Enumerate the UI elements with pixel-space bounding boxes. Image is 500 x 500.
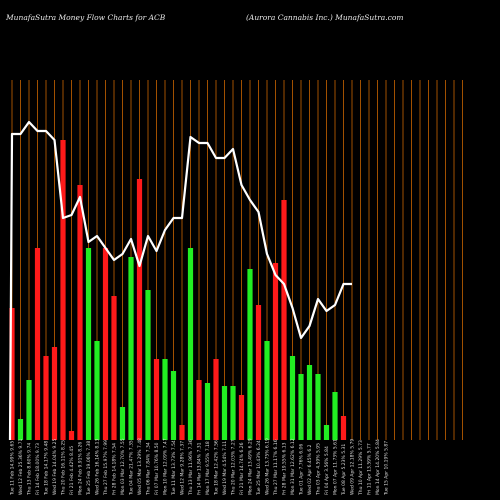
- x-tick-label: Fri 07 Mar 10.76% 8.50: [154, 442, 160, 495]
- bar-up: [332, 392, 338, 440]
- x-tick-label: Thu 20 Feb 16.11% 8.25: [61, 440, 67, 496]
- x-tick-label: Thu 20 Mar 12.03% 7.27: [231, 439, 237, 496]
- x-tick-label: Tue 25 Mar 10.43% 6.24: [256, 440, 262, 496]
- x-tick-label: Fri 21 Mar 14.74% 6.26: [239, 442, 245, 495]
- bar-up: [17, 419, 24, 440]
- x-tick-label: Tue 18 Mar 12.42% 7.56: [214, 440, 220, 496]
- bar-up: [26, 380, 32, 440]
- bar-down: [255, 305, 262, 440]
- bar-down: [102, 248, 109, 440]
- bar-down: [77, 185, 83, 440]
- bar-up: [204, 383, 211, 440]
- bar-down: [68, 431, 75, 440]
- x-tick-label: Wed 19 Mar 4.54% 7.11: [222, 441, 228, 495]
- x-tick-label: Tue 11 Feb 14.99% 9.65: [10, 441, 16, 496]
- x-tick-label: Mon 17 Mar 9.55% 7.18: [205, 441, 211, 495]
- price-line-layer: [8, 120, 352, 441]
- x-tick-label: Fri 14 Mar 13.84% 7.31: [197, 442, 203, 495]
- x-tick-label: Wed 26 Feb 16.14% 8.13: [95, 438, 101, 495]
- x-tick-label: Mon 31 Mar 12.62% 6.12: [290, 438, 296, 495]
- bar-up: [247, 269, 253, 440]
- bar-up: [221, 386, 228, 440]
- x-tick-label: Tue 18 Feb 14.17% 9.48: [44, 441, 50, 496]
- x-tick-label: Tue 25 Feb 19.06% 7.38: [86, 441, 92, 496]
- x-tick-label: Mon 03 Mar 12.70% 7.55: [120, 438, 126, 495]
- bar-down: [281, 200, 287, 440]
- bar-up: [264, 341, 270, 440]
- bar-down: [196, 380, 202, 440]
- bar-down: [60, 140, 66, 440]
- bar-down: [213, 359, 219, 440]
- x-tick-label: Mon 07 Apr 11.73% 5.61: [333, 439, 339, 495]
- x-tick-label: Wed 05 Mar 13.29% 7.48: [137, 438, 143, 495]
- bar-up: [306, 365, 313, 440]
- x-tick-label: Wed 19 Feb 14.04% 9.25: [52, 438, 58, 495]
- x-tick-label: Thu 13 Feb 8.60% 9.74: [27, 443, 33, 496]
- bar-up: [94, 341, 100, 440]
- x-tick-label: Fri 28 Feb 14.18% 7.54: [112, 443, 118, 495]
- x-tick-label: Tue 01 Apr 7.76% 6.06: [299, 444, 305, 496]
- price-line: [8, 120, 352, 441]
- x-tick-label: Tue 08 Apr 5.23% 5.31: [341, 444, 347, 496]
- x-tick-label: Thu 03 Apr 4.59% 5.95: [316, 443, 322, 496]
- bar-down: [238, 395, 245, 440]
- bar-up: [145, 290, 151, 440]
- bar-down: [111, 296, 117, 440]
- x-tick-label: Tue 04 Mar 21.47% 7.35: [129, 440, 135, 496]
- x-tick-label: Wed 12 Feb 25.36% 9.71: [18, 438, 24, 495]
- x-tick-label: Fri 04 Apr 3.56% 5.84: [324, 446, 330, 495]
- x-tick-label: Thu 13 Mar 11.96% 7.36: [188, 439, 194, 496]
- x-tick-label: Mon 10 Mar 12.09% 7.47: [163, 438, 169, 495]
- x-tick-label: Mon 24 Feb 9.91% 8.26: [78, 442, 84, 495]
- bar-up: [85, 248, 92, 440]
- bar-up: [230, 386, 236, 440]
- bar-up: [119, 407, 126, 440]
- bar-down: [9, 308, 15, 440]
- x-tick-label: Wed 12 Mar 9.28% 7.37: [180, 441, 186, 495]
- chart-title-right: (Aurora Cannabis Inc.) MunafaSutra.com: [246, 13, 404, 22]
- bar-up: [162, 359, 168, 440]
- bar-up: [289, 356, 296, 440]
- bar-down: [34, 248, 41, 440]
- x-tick-label: Thu 10 Apr 11.29% 5.73: [358, 440, 364, 496]
- bar-down: [43, 356, 49, 440]
- x-tick-label: Thu 27 Mar 11.17% 6.16: [273, 439, 279, 496]
- x-tick-label: Fri 21 Feb 4.42% 8.45: [69, 446, 75, 495]
- x-axis-labels: Tue 11 Feb 14.99% 9.65 Wed 12 Feb 25.36% …: [10, 438, 390, 496]
- x-tick-label: Mon 24 Mar 13.49% 6.29: [248, 438, 254, 495]
- x-tick-label: Wed 09 Apr 12.18% 5.79: [350, 439, 356, 495]
- bar-up: [128, 257, 134, 440]
- bar-down: [51, 347, 58, 440]
- chart-title-left: MunafaSutra Money Flow Charts for ACB: [6, 13, 166, 22]
- money-flow-bars: [9, 140, 347, 440]
- bar-up: [323, 425, 330, 440]
- bar-up: [170, 371, 177, 440]
- x-tick-label: Tue 15 Apr 10.19% 5.87: [384, 441, 390, 496]
- bar-down: [340, 416, 347, 440]
- x-tick-label: Fri 11 Apr 13.59% 5.77: [367, 443, 373, 495]
- x-tick-label: Thu 06 Mar 7.84% 7.34: [146, 442, 152, 496]
- bar-down: [272, 263, 279, 440]
- bar-down: [153, 359, 160, 440]
- bar-down: [179, 425, 185, 440]
- x-tick-label: Fri 14 Feb 18.00% 9.73: [35, 443, 41, 495]
- x-tick-label: Fri 28 Mar 19.55% 6.13: [282, 442, 288, 495]
- x-tick-label: Tue 11 Mar 13.73% 7.54: [171, 440, 177, 496]
- bar-up: [298, 374, 304, 440]
- bar-down: [136, 179, 143, 440]
- x-tick-label: Mon 14 Apr 14.20% 5.84: [375, 439, 381, 495]
- x-tick-label: Wed 26 Mar 13.75% 6.19: [265, 438, 271, 495]
- bar-up: [187, 248, 194, 440]
- x-tick-label: Wed 02 Apr 6.45% 6.2: [307, 444, 313, 495]
- x-tick-label: Thu 27 Feb 15.97% 7.99: [103, 440, 109, 496]
- bar-up: [315, 374, 321, 440]
